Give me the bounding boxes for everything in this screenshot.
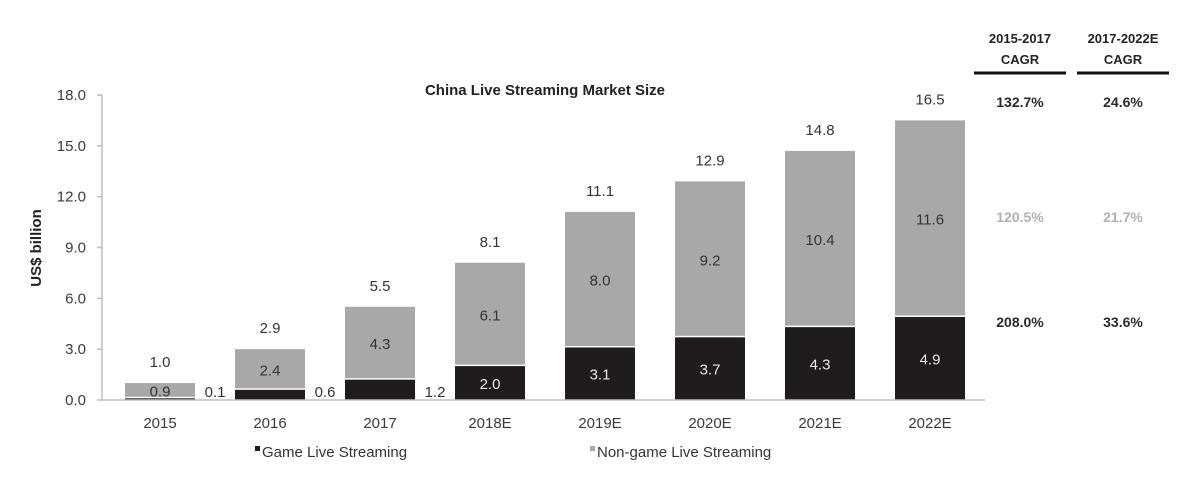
x-tick-label: 2021E xyxy=(798,415,841,432)
x-tick-label: 2022E xyxy=(908,415,951,432)
data-label-non-game: 2.4 xyxy=(260,363,281,380)
cagr-table: 2015-2017 CAGR 2017-2022E CAGR 132.7% 24.6% 12… xyxy=(974,31,1169,330)
data-label-game: 3.7 xyxy=(700,362,721,379)
legend-item: Game Live Streaming xyxy=(255,444,407,461)
x-axis: 2015 2016 2017 2018E 2019E 2020E 2021E 2022E xyxy=(102,399,985,432)
bar-game-live-streaming xyxy=(345,379,415,400)
cagr-value: 33.6% xyxy=(1103,314,1143,330)
cagr-value: 208.0% xyxy=(996,314,1044,330)
legend: Game Live Streaming Non-game Live Streami… xyxy=(255,444,771,461)
bar-stack: 4.3 1.2 5.5 xyxy=(345,278,445,401)
y-tick-label: 6.0 xyxy=(65,290,86,307)
bar-stack: 11.6 4.9 16.5 xyxy=(895,91,965,400)
bar-game-live-streaming xyxy=(895,316,965,400)
cagr-value: 24.6% xyxy=(1103,94,1143,110)
data-label-game: 2.0 xyxy=(480,376,501,393)
data-label-total: 8.1 xyxy=(480,234,501,251)
legend-item: Non-game Live Streaming xyxy=(590,444,771,461)
data-label-total: 16.5 xyxy=(915,91,944,108)
bar-non-game-live-streaming xyxy=(785,150,855,326)
y-tick-label: 18.0 xyxy=(57,87,86,104)
y-tick-label: 15.0 xyxy=(57,138,86,155)
bar-non-game-live-streaming xyxy=(345,306,415,379)
data-label-total: 12.9 xyxy=(695,152,724,169)
chart-title: China Live Streaming Market Size xyxy=(425,82,665,99)
x-tick-label: 2017 xyxy=(363,415,396,432)
x-tick-label: 2019E xyxy=(578,415,621,432)
data-label-game: 3.1 xyxy=(590,367,611,384)
cagr-header-label: CAGR xyxy=(1001,52,1040,67)
y-tick-label: 0.0 xyxy=(65,392,86,409)
data-label-game: 4.3 xyxy=(810,357,831,374)
x-tick-label: 2020E xyxy=(688,415,731,432)
legend-swatch xyxy=(255,446,260,451)
bar-stack: 10.4 4.3 14.8 xyxy=(785,122,855,400)
data-label-total: 14.8 xyxy=(805,122,834,139)
legend-label: Non-game Live Streaming xyxy=(597,444,771,461)
data-label-total: 1.0 xyxy=(150,354,171,371)
data-label-game: 4.9 xyxy=(920,351,941,368)
cagr-header-label: CAGR xyxy=(1104,52,1143,67)
bar-stack: 9.2 3.7 12.9 xyxy=(675,152,745,400)
bar-non-game-live-streaming xyxy=(895,120,965,316)
bar-non-game-live-streaming xyxy=(675,181,745,336)
data-label-total: 5.5 xyxy=(370,278,391,295)
cagr-header-period: 2017-2022E xyxy=(1088,31,1159,46)
data-label-non-game: 10.4 xyxy=(805,232,834,249)
bar-game-live-streaming xyxy=(125,398,195,400)
data-label-non-game: 9.2 xyxy=(700,252,721,269)
cagr-value: 120.5% xyxy=(996,209,1044,225)
data-label-game: 0.1 xyxy=(205,384,226,401)
data-label-total: 2.9 xyxy=(260,320,281,337)
bar-game-live-streaming xyxy=(675,337,745,400)
bars-group: 0.9 0.1 1.0 2.4 0.6 2.9 4.3 1.2 5.5 6.1 2.0 8.1 8.0 3… xyxy=(125,91,965,401)
cagr-value: 21.7% xyxy=(1103,209,1143,225)
cagr-value: 132.7% xyxy=(996,94,1044,110)
y-axis-title: US$ billion xyxy=(28,209,45,287)
x-tick-label: 2018E xyxy=(468,415,511,432)
data-label-non-game: 4.3 xyxy=(370,336,391,353)
bar-stack: 8.0 3.1 11.1 xyxy=(565,183,635,400)
bar-stack: 6.1 2.0 8.1 xyxy=(455,234,525,400)
data-label-game: 0.6 xyxy=(315,384,336,401)
bar-non-game-live-streaming xyxy=(565,211,635,346)
bar-game-live-streaming xyxy=(565,347,635,400)
bar-non-game-live-streaming xyxy=(235,349,305,389)
bar-non-game-live-streaming xyxy=(125,383,195,397)
cagr-header-period: 2015-2017 xyxy=(989,31,1051,46)
bar-game-live-streaming xyxy=(785,327,855,400)
y-tick-label: 3.0 xyxy=(65,341,86,358)
bar-game-live-streaming xyxy=(455,366,525,400)
data-label-non-game: 0.9 xyxy=(150,384,171,401)
y-axis: 0.0 3.0 6.0 9.0 12.0 15.0 18.0 xyxy=(57,87,103,409)
data-label-non-game: 8.0 xyxy=(590,273,611,290)
bar-game-live-streaming xyxy=(235,389,305,400)
x-tick-label: 2016 xyxy=(253,415,286,432)
data-label-game: 1.2 xyxy=(425,384,446,401)
bar-non-game-live-streaming xyxy=(455,262,525,365)
x-tick-label: 2015 xyxy=(143,415,176,432)
bar-stack: 0.9 0.1 1.0 xyxy=(125,354,225,401)
y-tick-label: 12.0 xyxy=(57,189,86,206)
y-tick-label: 9.0 xyxy=(65,240,86,257)
data-label-total: 11.1 xyxy=(586,183,614,200)
legend-swatch xyxy=(590,446,595,451)
data-label-non-game: 6.1 xyxy=(480,307,501,324)
data-label-non-game: 11.6 xyxy=(916,212,944,229)
bar-stack: 2.4 0.6 2.9 xyxy=(235,320,335,401)
legend-label: Game Live Streaming xyxy=(262,444,407,461)
